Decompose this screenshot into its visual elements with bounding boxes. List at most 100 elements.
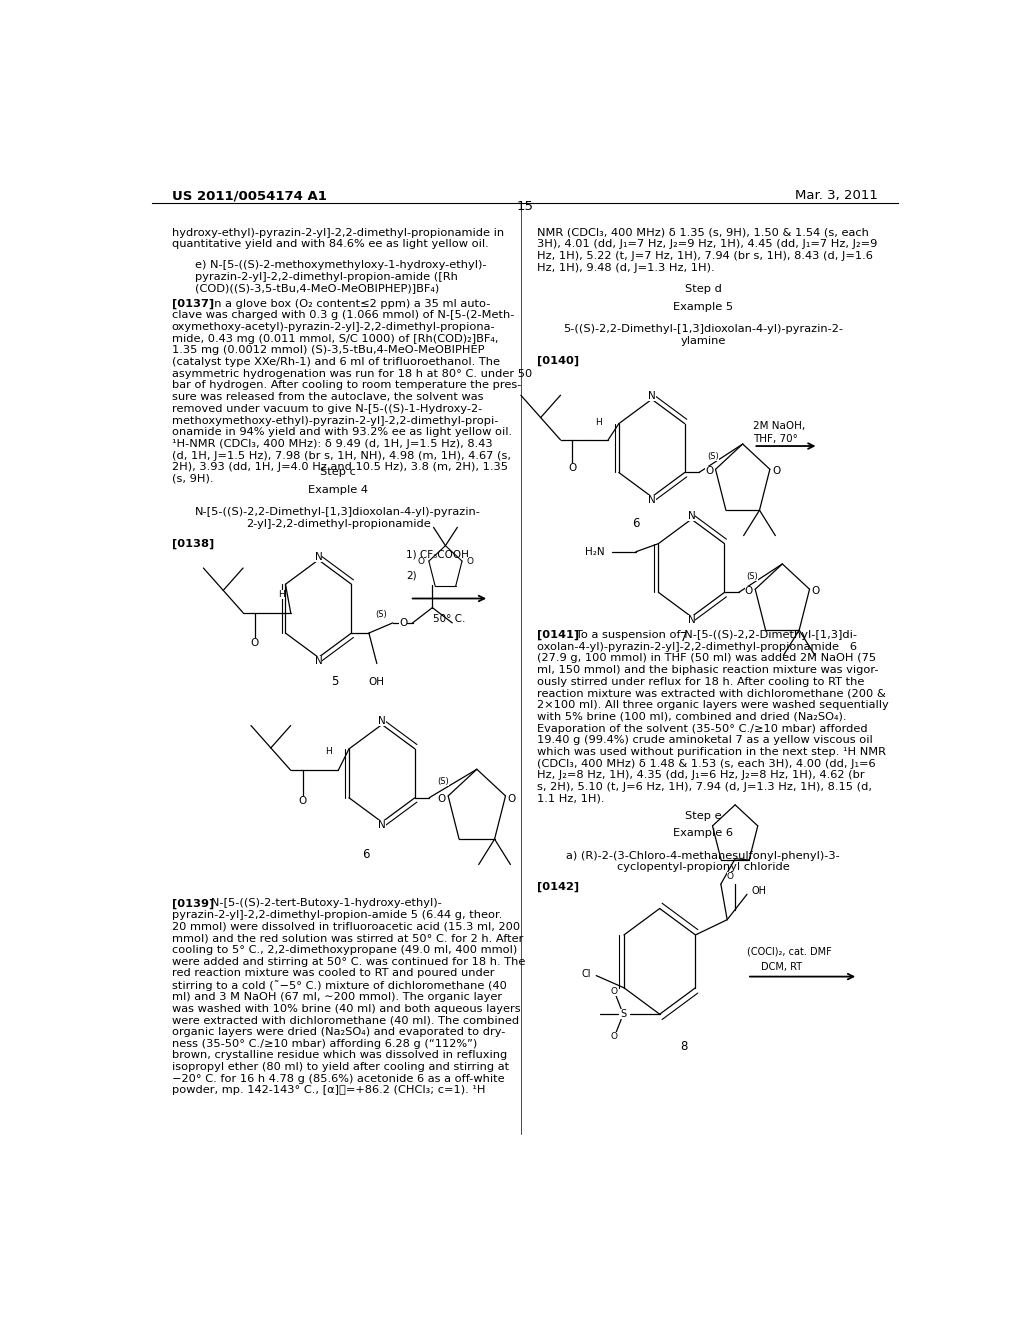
Text: [0137]: [0137] xyxy=(172,298,214,309)
Text: In a glove box (O₂ content≤2 ppm) a 35 ml auto-: In a glove box (O₂ content≤2 ppm) a 35 m… xyxy=(201,298,490,309)
Text: [0139]: [0139] xyxy=(172,899,214,908)
Text: 6: 6 xyxy=(362,847,370,861)
Text: 2×100 ml). All three organic layers were washed sequentially: 2×100 ml). All three organic layers were… xyxy=(537,700,889,710)
Text: oxymethoxy-acetyl)-pyrazin-2-yl]-2,2-dimethyl-propiona-: oxymethoxy-acetyl)-pyrazin-2-yl]-2,2-dim… xyxy=(172,322,496,333)
Text: H: H xyxy=(278,590,285,599)
Text: O: O xyxy=(508,795,516,804)
Text: asymmetric hydrogenation was run for 18 h at 80° C. under 50: asymmetric hydrogenation was run for 18 … xyxy=(172,368,531,379)
Text: N: N xyxy=(314,552,323,562)
Text: −20° C. for 16 h 4.78 g (85.6%) acetonide 6 as a off-white: −20° C. for 16 h 4.78 g (85.6%) acetonid… xyxy=(172,1073,504,1084)
Text: Hz, J₂=8 Hz, 1H), 4.35 (dd, J₁=6 Hz, J₂=8 Hz, 1H), 4.62 (br: Hz, J₂=8 Hz, 1H), 4.35 (dd, J₁=6 Hz, J₂=… xyxy=(537,771,864,780)
Text: 5-((S)-2,2-Dimethyl-[1,3]dioxolan-4-yl)-pyrazin-2-: 5-((S)-2,2-Dimethyl-[1,3]dioxolan-4-yl)-… xyxy=(563,325,844,334)
Text: reaction mixture was extracted with dichloromethane (200 &: reaction mixture was extracted with dich… xyxy=(537,689,886,698)
Text: (27.9 g, 100 mmol) in THF (50 ml) was added 2M NaOH (75: (27.9 g, 100 mmol) in THF (50 ml) was ad… xyxy=(537,653,876,664)
Text: stirring to a cold (˜−5° C.) mixture of dichloromethane (40: stirring to a cold (˜−5° C.) mixture of … xyxy=(172,981,507,991)
Text: (S): (S) xyxy=(375,610,387,619)
Text: onamide in 94% yield and with 93.2% ee as light yellow oil.: onamide in 94% yield and with 93.2% ee a… xyxy=(172,428,512,437)
Text: bar of hydrogen. After cooling to room temperature the pres-: bar of hydrogen. After cooling to room t… xyxy=(172,380,521,391)
Text: O: O xyxy=(772,466,780,477)
Text: ml) and 3 M NaOH (67 ml, ∼200 mmol). The organic layer: ml) and 3 M NaOH (67 ml, ∼200 mmol). The… xyxy=(172,991,502,1002)
Text: N: N xyxy=(314,656,323,665)
Text: O: O xyxy=(727,873,734,882)
Text: 7: 7 xyxy=(680,631,687,644)
Text: mmol) and the red solution was stirred at 50° C. for 2 h. After: mmol) and the red solution was stirred a… xyxy=(172,933,523,944)
Text: Step c: Step c xyxy=(321,467,356,478)
Text: N: N xyxy=(378,717,386,726)
Text: H: H xyxy=(326,747,332,756)
Text: N-[5-((S)-2-tert-Butoxy-1-hydroxy-ethyl)-: N-[5-((S)-2-tert-Butoxy-1-hydroxy-ethyl)… xyxy=(201,899,442,908)
Text: Example 6: Example 6 xyxy=(674,828,733,838)
Text: 19.40 g (99.4%) crude aminoketal 7 as a yellow viscous oil: 19.40 g (99.4%) crude aminoketal 7 as a … xyxy=(537,735,872,746)
Text: quantitative yield and with 84.6% ee as light yellow oil.: quantitative yield and with 84.6% ee as … xyxy=(172,239,488,249)
Text: Step e: Step e xyxy=(685,810,722,821)
Text: were extracted with dichloromethane (40 ml). The combined: were extracted with dichloromethane (40 … xyxy=(172,1015,519,1026)
Text: which was used without purification in the next step. ¹H NMR: which was used without purification in t… xyxy=(537,747,886,756)
Text: e) N-[5-((S)-2-methoxymethyloxy-1-hydroxy-ethyl)-: e) N-[5-((S)-2-methoxymethyloxy-1-hydrox… xyxy=(196,260,487,271)
Text: Example 4: Example 4 xyxy=(308,484,369,495)
Text: N: N xyxy=(648,391,655,401)
Text: O: O xyxy=(744,586,753,597)
Text: O: O xyxy=(568,463,577,474)
Text: O: O xyxy=(812,586,820,597)
Text: pyrazin-2-yl]-2,2-dimethyl-propion-amide 5 (6.44 g, theor.: pyrazin-2-yl]-2,2-dimethyl-propion-amide… xyxy=(172,909,502,920)
Text: (d, 1H, J=1.5 Hz), 7.98 (br s, 1H, NH), 4.98 (m, 1H), 4.67 (s,: (d, 1H, J=1.5 Hz), 7.98 (br s, 1H, NH), … xyxy=(172,450,511,461)
Text: US 2011/0054174 A1: US 2011/0054174 A1 xyxy=(172,189,327,202)
Text: ously stirred under reflux for 18 h. After cooling to RT the: ously stirred under reflux for 18 h. Aft… xyxy=(537,677,864,686)
Text: NMR (CDCl₃, 400 MHz) δ 1.35 (s, 9H), 1.50 & 1.54 (s, each: NMR (CDCl₃, 400 MHz) δ 1.35 (s, 9H), 1.5… xyxy=(537,227,868,238)
Text: ylamine: ylamine xyxy=(681,335,726,346)
Text: O: O xyxy=(706,466,714,477)
Text: hydroxy-ethyl)-pyrazin-2-yl]-2,2-dimethyl-propionamide in: hydroxy-ethyl)-pyrazin-2-yl]-2,2-dimethy… xyxy=(172,227,504,238)
Text: isopropyl ether (80 ml) to yield after cooling and stirring at: isopropyl ether (80 ml) to yield after c… xyxy=(172,1063,509,1072)
Text: 1.1 Hz, 1H).: 1.1 Hz, 1H). xyxy=(537,793,604,804)
Text: red reaction mixture was cooled to RT and poured under: red reaction mixture was cooled to RT an… xyxy=(172,969,495,978)
Text: DCM, RT: DCM, RT xyxy=(761,961,803,972)
Text: 2M NaOH,: 2M NaOH, xyxy=(754,421,806,430)
Text: ness (35-50° C./≥10 mbar) affording 6.28 g (“112%”): ness (35-50° C./≥10 mbar) affording 6.28… xyxy=(172,1039,477,1048)
Text: N: N xyxy=(687,615,695,624)
Text: 3H), 4.01 (dd, J₁=7 Hz, J₂=9 Hz, 1H), 4.45 (dd, J₁=7 Hz, J₂=9: 3H), 4.01 (dd, J₁=7 Hz, J₂=9 Hz, 1H), 4.… xyxy=(537,239,878,249)
Text: with 5% brine (100 ml), combined and dried (Na₂SO₄).: with 5% brine (100 ml), combined and dri… xyxy=(537,711,846,722)
Text: a) (R)-2-(3-Chloro-4-methanesulfonyl-phenyl)-3-: a) (R)-2-(3-Chloro-4-methanesulfonyl-phe… xyxy=(566,850,841,861)
Text: 2): 2) xyxy=(406,570,417,581)
Text: O: O xyxy=(418,557,424,565)
Text: (COD)((S)-3,5-tBu,4-MeO-MeOBIPHEP)]BF₄): (COD)((S)-3,5-tBu,4-MeO-MeOBIPHEP)]BF₄) xyxy=(196,284,439,293)
Text: sure was released from the autoclave, the solvent was: sure was released from the autoclave, th… xyxy=(172,392,483,403)
Text: (S): (S) xyxy=(437,777,449,785)
Text: were added and stirring at 50° C. was continued for 18 h. The: were added and stirring at 50° C. was co… xyxy=(172,957,525,966)
Text: N-[5-((S)-2,2-Dimethyl-[1,3]dioxolan-4-yl)-pyrazin-: N-[5-((S)-2,2-Dimethyl-[1,3]dioxolan-4-y… xyxy=(196,507,481,517)
Text: THF, 70°: THF, 70° xyxy=(754,434,799,444)
Text: OH: OH xyxy=(751,886,766,896)
Text: removed under vacuum to give N-[5-((S)-1-Hydroxy-2-: removed under vacuum to give N-[5-((S)-1… xyxy=(172,404,482,414)
Text: clave was charged with 0.3 g (1.066 mmol) of N-[5-(2-Meth-: clave was charged with 0.3 g (1.066 mmol… xyxy=(172,310,514,321)
Text: mide, 0.43 mg (0.011 mmol, S/C 1000) of [Rh(COD)₂]BF₄,: mide, 0.43 mg (0.011 mmol, S/C 1000) of … xyxy=(172,334,498,343)
Text: To a suspension of N-[5-((S)-2,2-Dimethyl-[1,3]di-: To a suspension of N-[5-((S)-2,2-Dimethy… xyxy=(565,630,857,640)
Text: 6: 6 xyxy=(632,517,640,531)
Text: ml, 150 mmol) and the biphasic reaction mixture was vigor-: ml, 150 mmol) and the biphasic reaction … xyxy=(537,665,879,675)
Text: (S): (S) xyxy=(707,451,719,461)
Text: 15: 15 xyxy=(516,199,534,213)
Text: OH: OH xyxy=(369,677,385,686)
Text: O: O xyxy=(399,618,408,628)
Text: O: O xyxy=(467,557,473,565)
Text: S: S xyxy=(621,1010,627,1019)
Text: 5: 5 xyxy=(331,675,338,688)
Text: N: N xyxy=(648,495,655,506)
Text: Hz, 1H), 9.48 (d, J=1.3 Hz, 1H).: Hz, 1H), 9.48 (d, J=1.3 Hz, 1H). xyxy=(537,263,715,273)
Text: methoxymethoxy-ethyl)-pyrazin-2-yl]-2,2-dimethyl-propi-: methoxymethoxy-ethyl)-pyrazin-2-yl]-2,2-… xyxy=(172,416,498,425)
Text: O: O xyxy=(437,795,445,804)
Text: 1.35 mg (0.0012 mmol) (S)-3,5-tBu,4-MeO-MeOBIPHEP: 1.35 mg (0.0012 mmol) (S)-3,5-tBu,4-MeO-… xyxy=(172,346,484,355)
Text: 50° C.: 50° C. xyxy=(433,614,466,624)
Text: [0138]: [0138] xyxy=(172,539,214,549)
Text: [0142]: [0142] xyxy=(537,882,579,892)
Text: (COCl)₂, cat. DMF: (COCl)₂, cat. DMF xyxy=(748,946,831,956)
Text: Mar. 3, 2011: Mar. 3, 2011 xyxy=(795,189,878,202)
Text: cyclopentyl-propionyl chloride: cyclopentyl-propionyl chloride xyxy=(617,862,790,873)
Text: cooling to 5° C., 2,2-dimethoxypropane (49.0 ml, 400 mmol): cooling to 5° C., 2,2-dimethoxypropane (… xyxy=(172,945,517,956)
Text: (catalyst type XXe/Rh-1) and 6 ml of trifluoroethanol. The: (catalyst type XXe/Rh-1) and 6 ml of tri… xyxy=(172,358,500,367)
Text: N: N xyxy=(378,820,386,830)
Text: [0141]: [0141] xyxy=(537,630,579,640)
Text: O: O xyxy=(610,1032,617,1041)
Text: 1) CF₃COOH: 1) CF₃COOH xyxy=(406,550,469,560)
Text: (S): (S) xyxy=(746,572,759,581)
Text: 2H), 3.93 (dd, 1H, J=4.0 Hz and 10.5 Hz), 3.8 (m, 2H), 1.35: 2H), 3.93 (dd, 1H, J=4.0 Hz and 10.5 Hz)… xyxy=(172,462,508,473)
